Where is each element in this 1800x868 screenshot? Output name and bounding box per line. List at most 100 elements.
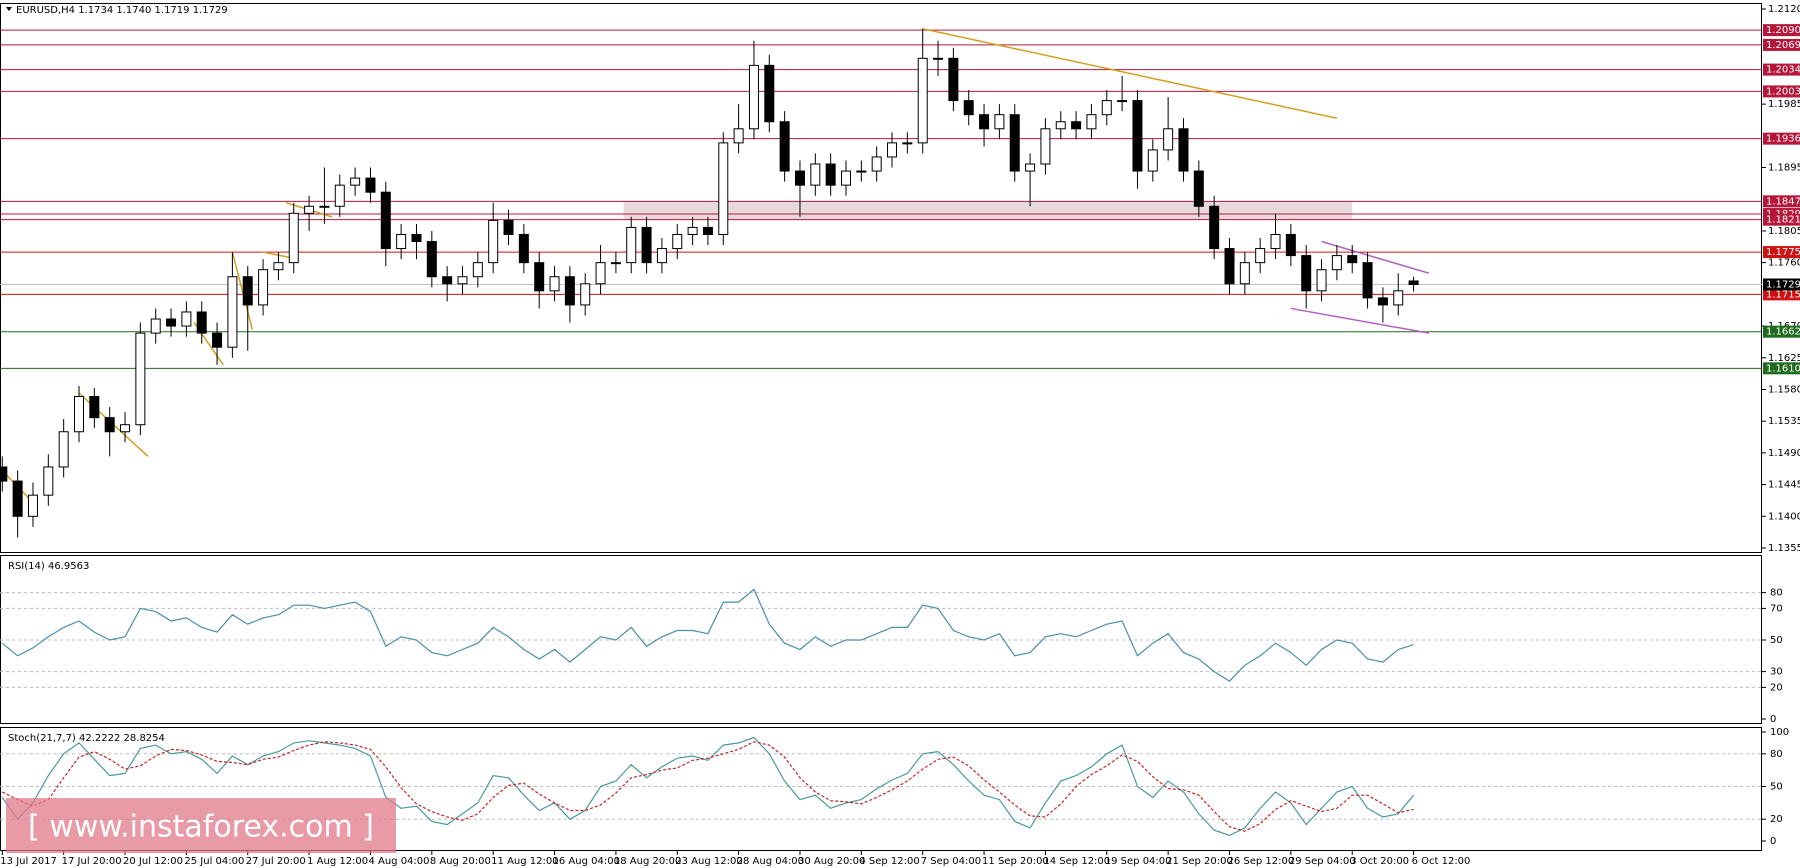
candle-body bbox=[841, 170, 851, 186]
level-label-box bbox=[1763, 132, 1800, 145]
level-label: 1.1610 bbox=[1766, 363, 1800, 374]
candle-body bbox=[74, 396, 84, 433]
y-tick-label: 70 bbox=[1770, 603, 1783, 614]
candle-body bbox=[1393, 290, 1404, 306]
candle-body bbox=[518, 233, 529, 264]
candle-body bbox=[58, 431, 69, 468]
y-tick-label: 1.1760 bbox=[1768, 258, 1800, 269]
candle-body bbox=[135, 332, 146, 426]
candle-body bbox=[626, 226, 637, 264]
candle-body bbox=[718, 142, 729, 235]
candle-body bbox=[1040, 128, 1051, 165]
candle-body bbox=[994, 114, 1005, 130]
indicator-line bbox=[1, 588, 1414, 682]
level-label-box bbox=[1763, 195, 1800, 208]
candle-body bbox=[1270, 233, 1281, 250]
stoch-title: Stoch(21,7,7) 42.2222 28.8254 bbox=[8, 733, 165, 744]
candle-body bbox=[304, 205, 315, 214]
candle-body bbox=[1316, 269, 1327, 292]
candle-body bbox=[273, 262, 284, 271]
candle-body bbox=[764, 64, 775, 123]
candle-body bbox=[1147, 149, 1158, 172]
candle-body bbox=[12, 480, 23, 517]
candle-body bbox=[641, 226, 652, 264]
level-label-box bbox=[1763, 325, 1800, 338]
candle-body bbox=[1178, 128, 1189, 172]
y-tick-label: 30 bbox=[1770, 667, 1783, 678]
candle-body bbox=[794, 170, 805, 186]
candle-body bbox=[0, 466, 8, 482]
x-tick-label: 27 Jul 20:00 bbox=[246, 856, 306, 867]
level-label: 1.1847 bbox=[1766, 196, 1800, 207]
menu-arrow bbox=[6, 7, 12, 11]
y-tick-label: 1.1805 bbox=[1768, 226, 1800, 237]
y-tick-label: 80 bbox=[1770, 588, 1783, 599]
y-tick-label: 1.1355 bbox=[1768, 543, 1800, 554]
candle-body bbox=[150, 318, 161, 334]
candle-body bbox=[334, 184, 345, 207]
candle-body bbox=[933, 57, 944, 60]
candle-body bbox=[902, 142, 913, 145]
candle-body bbox=[227, 276, 238, 348]
candle-body bbox=[1025, 163, 1036, 172]
candle-body bbox=[258, 269, 269, 306]
candle-body bbox=[1193, 170, 1204, 207]
watermark-box bbox=[6, 798, 396, 853]
candle-body bbox=[43, 466, 54, 496]
candle-body bbox=[380, 191, 391, 250]
candle-body bbox=[595, 262, 606, 285]
candle-body bbox=[89, 396, 100, 419]
x-tick-label: 21 Sep 20:00 bbox=[1166, 856, 1233, 867]
candle-body bbox=[472, 262, 483, 278]
x-tick-label: 26 Sep 12:00 bbox=[1228, 856, 1295, 867]
candle-body bbox=[610, 262, 621, 265]
candle-body bbox=[733, 128, 744, 144]
candle-body bbox=[748, 64, 759, 130]
candle-body bbox=[503, 219, 514, 235]
candle-body bbox=[549, 276, 560, 292]
candle-body bbox=[411, 233, 422, 243]
y-tick-label: 20 bbox=[1770, 814, 1783, 825]
y-tick-label: 1.1985 bbox=[1768, 99, 1800, 110]
candle-body bbox=[242, 276, 253, 306]
level-label-box bbox=[1763, 288, 1800, 301]
candle-body bbox=[1132, 100, 1143, 172]
candle-body bbox=[181, 311, 192, 327]
candle-body bbox=[396, 233, 407, 250]
candle-body bbox=[426, 241, 437, 278]
candle-body bbox=[1331, 255, 1342, 271]
x-tick-label: 1 Aug 12:00 bbox=[307, 856, 368, 867]
y-tick-label: 1.1445 bbox=[1768, 480, 1800, 491]
y-tick-label: 50 bbox=[1770, 782, 1783, 793]
x-tick-label: 11 Aug 12:00 bbox=[491, 856, 558, 867]
candle-body bbox=[887, 142, 898, 158]
x-tick-label: 4 Aug 04:00 bbox=[368, 856, 429, 867]
x-tick-label: 4 Sep 12:00 bbox=[859, 856, 919, 867]
candle-body bbox=[1408, 280, 1419, 285]
candle-body bbox=[810, 163, 821, 186]
chart-title: EURUSD,H4 1.1734 1.1740 1.1719 1.1729 bbox=[16, 5, 228, 16]
candle-body bbox=[212, 332, 223, 348]
y-tick-label: 0 bbox=[1770, 836, 1776, 847]
x-tick-label: 3 Oct 20:00 bbox=[1350, 856, 1409, 867]
level-label: 1.1715 bbox=[1766, 289, 1800, 300]
candle-body bbox=[580, 283, 591, 306]
x-tick-label: 28 Aug 04:00 bbox=[737, 856, 804, 867]
candle-body bbox=[365, 177, 376, 193]
candle-body bbox=[27, 494, 38, 517]
x-tick-label: 11 Sep 20:00 bbox=[982, 856, 1049, 867]
level-label-box bbox=[1763, 85, 1800, 98]
candle-body bbox=[1117, 100, 1128, 103]
y-tick-label: 1.1400 bbox=[1768, 511, 1800, 522]
x-tick-label: 17 Jul 20:00 bbox=[62, 856, 122, 867]
candle-body bbox=[1377, 297, 1388, 306]
level-label-box bbox=[1763, 38, 1800, 51]
candle-body bbox=[871, 156, 882, 172]
candle-body bbox=[1163, 128, 1174, 151]
candle-body bbox=[564, 276, 575, 306]
candle-body bbox=[1101, 100, 1112, 116]
candle-body bbox=[1086, 114, 1097, 130]
candle-body bbox=[948, 57, 959, 102]
y-tick-label: 1.1535 bbox=[1768, 416, 1800, 427]
